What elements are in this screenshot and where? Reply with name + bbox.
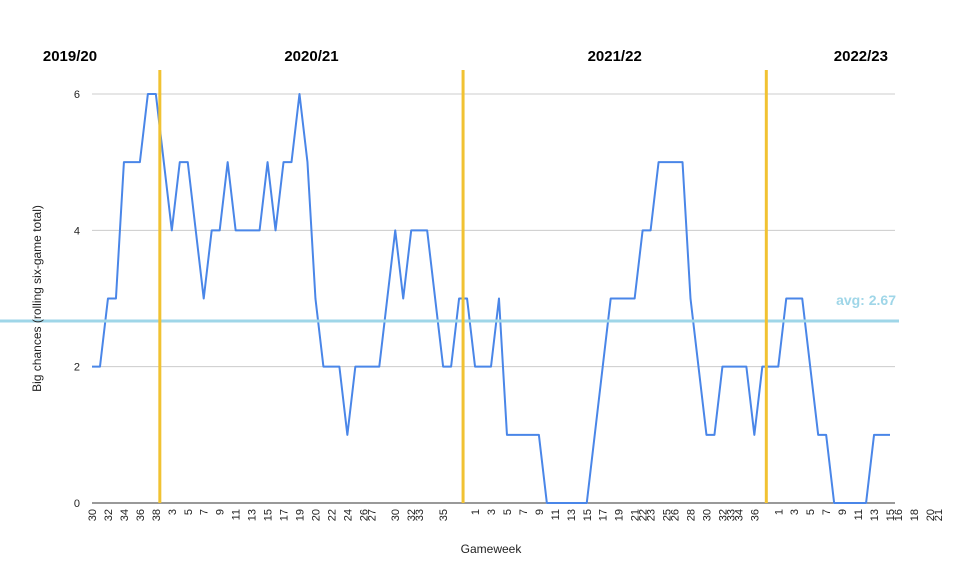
x-tick-label: 27 <box>366 509 378 521</box>
x-tick-label: 21 <box>933 509 945 521</box>
x-tick-label: 15 <box>885 509 897 521</box>
x-tick-label: 9 <box>837 509 849 515</box>
x-tick-label: 13 <box>566 509 578 521</box>
x-tick-label: 7 <box>199 509 211 515</box>
x-tick-label: 28 <box>686 509 698 521</box>
x-tick-label: 21 <box>630 509 642 521</box>
x-tick-label: 5 <box>805 509 817 515</box>
x-tick-label: 34 <box>119 509 131 521</box>
x-tick-label: 22 <box>326 509 338 521</box>
x-tick-label: 25 <box>662 509 674 521</box>
season-label: 2021/22 <box>588 48 642 65</box>
x-tick-label: 36 <box>135 509 147 521</box>
x-tick-label: 9 <box>534 509 546 515</box>
x-tick-label: 33 <box>725 509 737 521</box>
season-labels: 2019/20 2020/21 2021/22 2022/23 <box>43 48 888 65</box>
x-tick-label: 34 <box>733 509 745 521</box>
x-tick-label: 26 <box>670 509 682 521</box>
x-tick-label: 26 <box>358 509 370 521</box>
x-tick-label: 19 <box>294 509 306 521</box>
season-dividers <box>158 70 768 503</box>
x-tick-label: 22 <box>638 509 650 521</box>
series-group <box>92 93 890 504</box>
y-tick-label: 4 <box>74 225 80 237</box>
x-tick-label: 16 <box>893 509 905 521</box>
x-tick-label: 1 <box>773 509 785 515</box>
x-tick-label: 9 <box>215 509 227 515</box>
x-tick-label: 7 <box>518 509 530 515</box>
x-axis-label: Gameweek <box>461 542 523 556</box>
x-tick-label: 36 <box>749 509 761 521</box>
x-tick-label: 3 <box>167 509 179 515</box>
x-tick-label: 33 <box>414 509 426 521</box>
x-tick-label: 30 <box>87 509 99 521</box>
x-tick-label: 30 <box>701 509 713 521</box>
x-tick-label: 3 <box>789 509 801 515</box>
x-tick-label: 18 <box>909 509 921 521</box>
x-tick-label: 5 <box>502 509 514 515</box>
x-tick-label: 35 <box>438 509 450 521</box>
x-tick-label: 20 <box>925 509 937 521</box>
x-tick-label: 30 <box>390 509 402 521</box>
x-tick-label: 3 <box>486 509 498 515</box>
x-tick-label: 13 <box>247 509 259 521</box>
x-tick-label: 32 <box>406 509 418 521</box>
x-tick-label: 38 <box>151 509 163 521</box>
x-tick-label: 32 <box>103 509 115 521</box>
x-tick-label: 23 <box>646 509 658 521</box>
season-label: 2019/20 <box>43 48 97 65</box>
x-tick-label: 17 <box>598 509 610 521</box>
x-tick-label: 15 <box>263 509 275 521</box>
y-tick-label: 2 <box>74 362 80 374</box>
average-label: avg: 2.67 <box>836 292 896 308</box>
y-axis-label: Big chances (rolling six-game total) <box>30 205 44 392</box>
x-tick-label: 7 <box>821 509 833 515</box>
season-label: 2020/21 <box>284 48 338 65</box>
x-tick-label: 11 <box>550 509 562 520</box>
season-label: 2022/23 <box>834 48 888 65</box>
x-tick-label: 1 <box>470 509 482 515</box>
series-line <box>92 93 890 504</box>
gridlines <box>92 93 895 368</box>
y-axis-ticks: 0 2 4 6 <box>74 89 80 510</box>
x-tick-label: 11 <box>853 509 865 520</box>
x-tick-label: 15 <box>582 509 594 521</box>
x-tick-label: 11 <box>231 509 243 520</box>
y-tick-label: 0 <box>74 498 80 510</box>
x-tick-label: 5 <box>183 509 195 515</box>
x-tick-label: 24 <box>342 509 354 521</box>
x-tick-label: 19 <box>614 509 626 521</box>
x-tick-label: 20 <box>310 509 322 521</box>
x-tick-label: 13 <box>869 509 881 521</box>
x-tick-label: 32 <box>717 509 729 521</box>
y-tick-label: 6 <box>74 89 80 101</box>
x-tick-label: 17 <box>279 509 291 521</box>
